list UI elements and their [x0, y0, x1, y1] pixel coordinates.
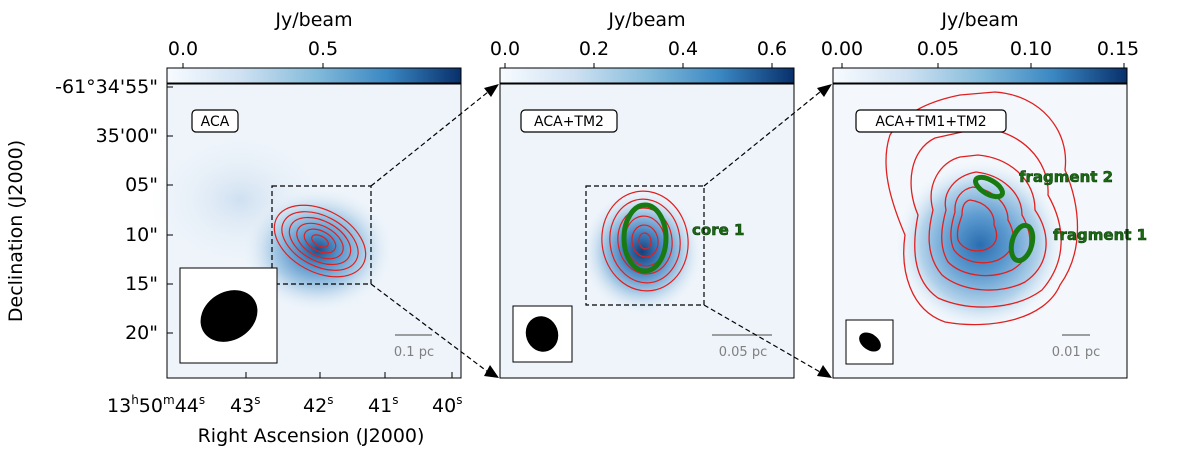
panel-tag-aca-tm1-tm2: ACA+TM1+TM2	[875, 114, 986, 130]
scalebar-label-aca-tm1-tm2: 0.01 pc	[1052, 345, 1100, 360]
beam-aca-tm1-tm2	[859, 332, 881, 352]
colorbar-aca	[166, 67, 462, 84]
ra-tick-label: 42s	[303, 393, 333, 417]
colorbar-tick: 0.4	[668, 38, 698, 60]
emission-aca-tm1-tm2	[895, 160, 1065, 330]
dec-tick-label: 05"	[125, 174, 158, 196]
zoom-box-aca-tm2	[585, 185, 705, 306]
panel-tag-box	[191, 109, 239, 133]
colorbar-tick: 0.0	[490, 38, 520, 60]
panel-tag-aca: ACA	[201, 114, 230, 130]
beam-aca-tm2	[525, 316, 559, 352]
fragment-2-ellipse	[973, 174, 1005, 200]
colorbar-label-aca-tm2: Jy/beam	[607, 9, 685, 31]
panel-tag-aca-tm2: ACA+TM2	[534, 114, 604, 130]
colorbar-tick: 0.5	[308, 38, 338, 60]
colorbar-tick: 0.00	[821, 38, 863, 60]
dec-ticks	[167, 86, 453, 378]
colorbar-tick: 0.0	[168, 38, 198, 60]
contours-aca	[273, 204, 367, 278]
ra-tick-label: 13h50m44s	[107, 393, 205, 417]
colorbar-tick: 0.6	[757, 38, 787, 60]
zoom-arrowheads	[484, 84, 832, 378]
panel-aca-tm2: Jy/beam 0.0 0.2 0.4 0.6 core 1 0.05 pc A…	[490, 9, 795, 379]
zoom-connectors	[370, 91, 821, 373]
contours-aca-tm1-tm2	[885, 91, 1079, 326]
core-1-label: core 1	[692, 221, 744, 239]
zoom-box-aca	[271, 185, 372, 285]
ra-tick-label: 40s	[432, 393, 462, 417]
colorbar-aca-tm1-tm2	[832, 67, 1128, 84]
fragment-1-label: fragment 1	[1053, 226, 1147, 244]
dec-tick-label: 20"	[125, 322, 158, 344]
colorbar-tick: 0.10	[1010, 38, 1052, 60]
dec-tick-label: 10"	[125, 224, 158, 246]
ra-tick-label: 43s	[230, 393, 260, 417]
beam-aca	[200, 290, 258, 342]
emission-aca-tm2	[582, 190, 702, 314]
dec-tick-label: 35'00"	[96, 125, 158, 147]
fragment-1-ellipse	[1008, 222, 1036, 264]
panel-aca-tm1-tm2: Jy/beam 0.00 0.05 0.10 0.15 fragment 2 f…	[821, 9, 1147, 379]
fragment-2-label: fragment 2	[1019, 168, 1113, 186]
emission-aca	[243, 188, 393, 312]
panel-aca: Jy/beam 0.0 0.5 0.1 pc ACA	[5, 9, 462, 447]
colorbar-tick: 0.2	[579, 38, 609, 60]
contours-aca-tm2	[601, 190, 689, 292]
colorbar-aca-tm2	[499, 67, 795, 84]
core-1-ellipse	[621, 202, 669, 274]
scalebar-label-aca: 0.1 pc	[394, 345, 434, 360]
ra-tick-label: 41s	[368, 393, 398, 417]
panel-tag-box	[855, 109, 1007, 133]
y-axis-label: Declination (J2000)	[5, 140, 27, 322]
colorbar-label-aca-tm1-tm2: Jy/beam	[940, 9, 1018, 31]
dec-tick-label: 15"	[125, 273, 158, 295]
x-axis-label: Right Ascension (J2000)	[198, 425, 425, 447]
colorbar-tick: 0.05	[917, 38, 959, 60]
panel-tag-box	[520, 109, 618, 133]
colorbar-label-aca: Jy/beam	[274, 9, 352, 31]
dec-tick-label: -61°34'55"	[55, 76, 158, 98]
colorbar-tick: 0.15	[1097, 38, 1139, 60]
scalebar-label-aca-tm2: 0.05 pc	[719, 345, 767, 360]
